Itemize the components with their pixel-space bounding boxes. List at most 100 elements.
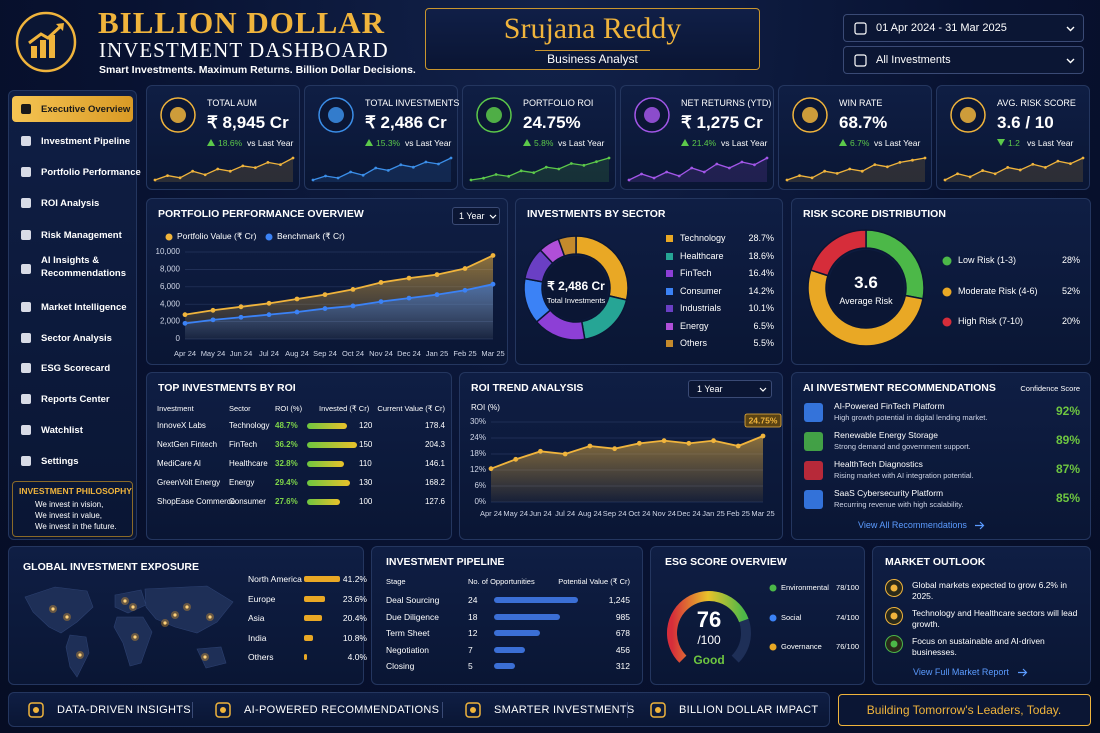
spark-point (810, 176, 814, 180)
spark-point (153, 178, 157, 182)
continent (24, 586, 94, 634)
kpi-value: 24.75% (523, 113, 581, 132)
stage-count: 24 (468, 595, 478, 605)
stage-value: 1,245 (608, 595, 630, 605)
icon-shape (21, 264, 31, 274)
spark-point (848, 167, 852, 171)
nav-item[interactable]: ROI Analysis (12, 190, 133, 216)
x-tick-label: Nov 24 (369, 349, 393, 358)
spark-point (336, 176, 340, 180)
legend-marker (666, 322, 673, 330)
nav-item[interactable]: Portfolio Performance (12, 159, 141, 185)
spark-point (399, 163, 403, 167)
chevron (489, 214, 497, 219)
nav-icon (21, 198, 31, 208)
x-tick-label: May 24 (503, 509, 528, 518)
column-header: Current Value (₹ Cr) (377, 404, 445, 413)
period-dropdown[interactable]: 1 Year (688, 380, 772, 398)
invested-value: 130 (359, 478, 373, 487)
stage-value: 678 (615, 628, 630, 638)
x-tick-label: Oct 24 (342, 349, 364, 358)
arrow-icon (523, 139, 531, 146)
spark-point (640, 172, 643, 176)
legend-value: 28.7% (748, 233, 774, 243)
nav-item[interactable]: Risk Management (12, 222, 133, 248)
x-tick-label: Apr 24 (174, 349, 196, 358)
legend-marker (666, 252, 673, 260)
current-value: 127.6 (424, 497, 445, 506)
confidence-score: 92% (1055, 404, 1080, 418)
investment-filter[interactable]: All Investments (843, 46, 1084, 74)
icon-shape (21, 302, 31, 312)
filter-text: 01 Apr 2024 - 31 Mar 2025 (876, 22, 1007, 34)
nav-item[interactable]: Market Intelligence (12, 294, 133, 320)
region-value: 10.8% (342, 632, 367, 643)
arrow-icon (1018, 668, 1028, 677)
legend-value: 28% (1061, 255, 1080, 265)
line-chart: 0% 6% 12% 18% 24% 30% Apr 24 May 24 Jun 24 Jul 24… (470, 413, 782, 518)
spark-line (944, 157, 1084, 181)
region-name: Asia (248, 613, 265, 623)
icon-shape (21, 136, 31, 146)
outlook-text: Global markets expected to grow 6.2% in … (912, 580, 1067, 601)
y-tick-label: 4,000 (160, 299, 181, 308)
kpi-note: vs Last Year (874, 138, 921, 148)
point (378, 280, 384, 285)
region-value: 4.0% (347, 652, 367, 662)
nav-item[interactable]: Watchlist (12, 417, 133, 443)
current-value: 204.3 (424, 440, 445, 449)
legend-marker (666, 340, 673, 347)
legend-label: Low Risk (1-3) (958, 255, 1017, 265)
portfolio-panel: PORTFOLIO PERFORMANCE OVERVIEW 1 Year Port… (146, 198, 508, 365)
y-tick-label: 10,000 (156, 247, 181, 256)
nav-item[interactable]: ESG Scorecard (12, 355, 133, 381)
y-tick-label: 24% (470, 433, 486, 442)
spark-point (519, 169, 523, 173)
chevron (759, 387, 767, 392)
panel-title: TOP INVESTMENTS BY ROI (158, 382, 296, 394)
icon-shape (21, 394, 31, 404)
recommendation-desc: High growth potential in digital lending… (834, 413, 988, 422)
nav-item[interactable]: Sector Analysis (12, 325, 133, 351)
kpi-label: WIN RATE (839, 98, 883, 108)
hotspot (173, 613, 177, 617)
icon-shape (854, 54, 867, 67)
investment-sector: Technology (229, 421, 270, 430)
esg-item-score: 78/100 (836, 583, 859, 592)
spark-point (727, 166, 731, 170)
nav-item[interactable]: Settings (12, 448, 133, 474)
recommendation-desc: Recurring revenue with high scalability. (834, 500, 964, 509)
spark-point (1043, 166, 1047, 169)
recommendation-icon (804, 432, 823, 451)
sidebar: Executive Overview Investment Pipeline Por… (8, 90, 141, 540)
nav-item[interactable]: Executive Overview (12, 96, 133, 122)
region-bar (304, 634, 314, 641)
period-dropdown[interactable]: 1 Year (452, 207, 500, 225)
point (760, 433, 766, 439)
view-report-link[interactable]: View Full Market Report (913, 667, 1009, 677)
spark-point (715, 162, 719, 166)
kpi-value: ₹ 1,275 Cr (681, 113, 763, 132)
motto: Building Tomorrow's Leaders, Today. (866, 703, 1062, 717)
spark-point (860, 169, 864, 173)
icon-shape (804, 461, 823, 480)
nav-item[interactable]: AI Insights & Recommendations (12, 251, 133, 289)
nav-item[interactable]: Reports Center (12, 386, 133, 412)
y-axis-label: ROI (%) (471, 403, 500, 412)
kpi-icon (634, 97, 670, 133)
stage-name: Term Sheet (386, 628, 430, 638)
investment-roi: 36.2% (275, 440, 298, 449)
x-tick-label: Sep 24 (603, 509, 627, 518)
nav-item[interactable]: Investment Pipeline (12, 128, 133, 154)
point (350, 303, 356, 309)
legend-marker (666, 270, 673, 277)
icon-shape (21, 363, 31, 373)
panel-title: GLOBAL INVESTMENT EXPOSURE (23, 561, 199, 573)
nav-label: Investment Pipeline (41, 136, 131, 147)
view-all-link[interactable]: View All Recommendations (858, 520, 967, 530)
spark-point (557, 167, 561, 171)
icon-shape (215, 702, 231, 718)
x-tick-label: Mar 25 (751, 509, 774, 518)
date-filter[interactable]: 01 Apr 2024 - 31 Mar 2025 (843, 14, 1084, 42)
legend-swatch (666, 235, 673, 242)
